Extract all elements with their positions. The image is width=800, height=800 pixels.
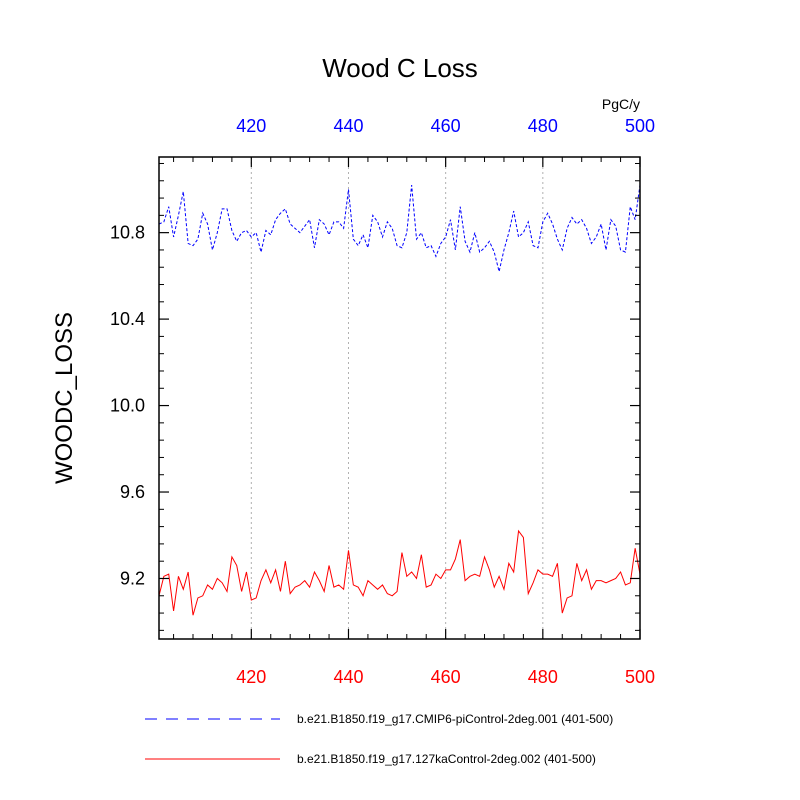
x-tick-label-bottom: 500 (625, 667, 655, 687)
y-tick-label: 9.2 (120, 568, 145, 588)
legend: b.e21.B1850.f19_g17.CMIP6-piControl-2deg… (145, 712, 613, 766)
y-tick-label: 9.6 (120, 482, 145, 502)
x-tick-label-bottom: 460 (431, 667, 461, 687)
series-line-1 (158, 185, 641, 272)
x-tick-label-top: 480 (528, 116, 558, 136)
axis-ticks: 420 420 440 440 460 460 480 480 500 500 9.2 9.6 10.0… (110, 116, 655, 687)
chart-title: Wood C Loss (322, 53, 478, 83)
x-tick-label-bottom: 480 (528, 667, 558, 687)
y-tick-label: 10.8 (110, 223, 145, 243)
x-tick-label-bottom: 420 (236, 667, 266, 687)
y-tick-label: 10.4 (110, 309, 145, 329)
y-tick-label: 10.0 (110, 396, 145, 416)
plot-frame (158, 156, 641, 640)
legend-label-2: b.e21.B1850.f19_g17.127kaControl-2deg.00… (297, 752, 596, 766)
legend-label-1: b.e21.B1850.f19_g17.CMIP6-piControl-2deg… (297, 712, 613, 726)
x-tick-label-top: 460 (431, 116, 461, 136)
x-tick-label-top: 440 (333, 116, 363, 136)
y-axis-label: WOODC_LOSS (51, 312, 78, 484)
x-tick-label-bottom: 440 (333, 667, 363, 687)
gridlines (250, 157, 544, 639)
chart-units: PgC/y (602, 96, 640, 112)
x-tick-label-top: 500 (625, 116, 655, 136)
x-tick-label-top: 420 (236, 116, 266, 136)
series-layer (158, 185, 641, 616)
series-line-2 (158, 529, 641, 616)
